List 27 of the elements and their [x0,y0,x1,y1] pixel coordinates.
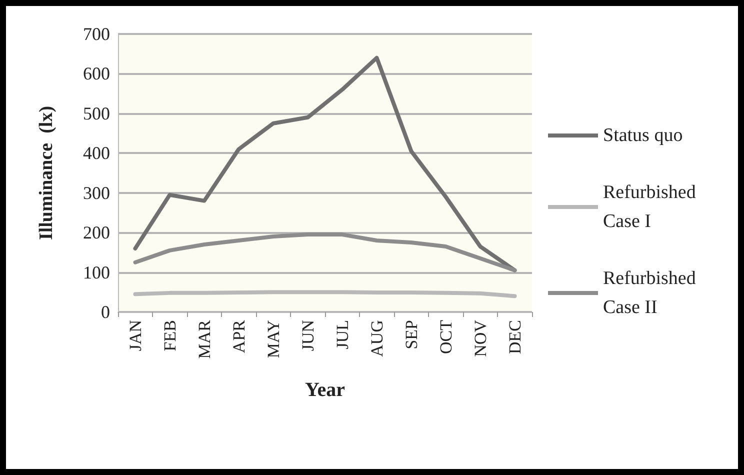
y-tick-label: 300 [83,182,110,203]
y-tick-label: 600 [83,64,110,84]
y-tick-label: 400 [83,143,110,164]
y-tick-label: 500 [83,103,110,124]
line-series [133,56,517,272]
x-axis-title: Year [305,379,346,401]
x-tick-label: NOV [470,319,490,357]
y-tick-label: 100 [83,262,110,282]
line-series [133,232,517,272]
x-tick-label: SEP [402,320,421,350]
x-tick-label: JUN [298,320,318,352]
y-tick-label: 700 [83,24,110,44]
x-tick-label: FEB [160,320,180,352]
x-tick-label: DEC [505,320,524,354]
x-tick-label: JUL [332,320,352,350]
y-axis-title: Illuminance (lx) [36,106,57,240]
y-tick-label: 200 [83,222,110,243]
x-tick-label: APR [229,319,248,354]
x-tick-label: OCT [436,319,456,354]
x-tick-label: JAN [126,320,145,352]
legend-label: Refurbished Case II [603,268,701,318]
x-tick-label: MAR [194,319,214,359]
legend-label: Status quo [603,125,683,146]
x-tick-label: MAY [264,320,283,358]
legend-label: Refurbished Case I [603,182,701,232]
x-tick-label: AUG [367,320,386,357]
y-tick-label: 0 [101,302,110,322]
